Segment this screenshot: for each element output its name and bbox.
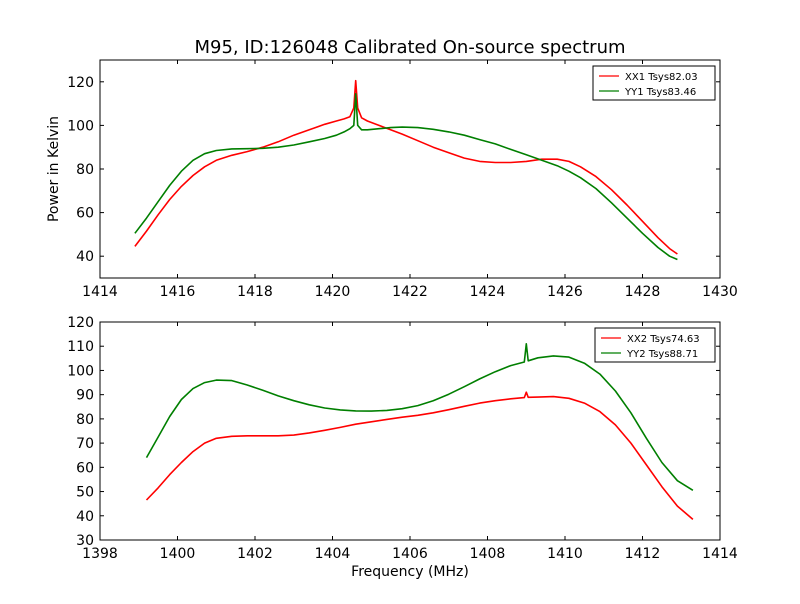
top-subplot: 1414 1416 1418 1420 1422 1424 1426 1428 1430 40 60… bbox=[46, 59, 738, 300]
legend-box bbox=[592, 65, 716, 101]
y-tick-label: 50 bbox=[76, 485, 94, 501]
series-line-yy1 bbox=[134, 93, 678, 261]
legend: XX1 Tsys82.03 YY1 Tsys83.46 bbox=[592, 65, 716, 101]
y-tick-label: 60 bbox=[76, 460, 94, 476]
x-tick-label: 1400 bbox=[160, 546, 196, 562]
legend: XX2 Tsys74.63 YY2 Tsys88.71 bbox=[594, 327, 716, 363]
x-tick-label: 1414 bbox=[82, 284, 118, 300]
y-tick-label: 80 bbox=[76, 162, 94, 178]
x-tick-label: 1406 bbox=[392, 546, 428, 562]
x-tick-label: 1424 bbox=[470, 284, 506, 300]
chart-title: M95, ID:126048 Calibrated On-source spec… bbox=[194, 37, 625, 58]
x-tick-label: 1412 bbox=[625, 546, 661, 562]
y-axis-label: Power in Kelvin bbox=[46, 116, 62, 222]
series-line-yy2 bbox=[145, 342, 694, 491]
x-tick-label: 1398 bbox=[82, 546, 118, 562]
x-tick-label: 1420 bbox=[315, 284, 351, 300]
y-tick-label: 110 bbox=[67, 339, 94, 355]
x-tick-label: 1422 bbox=[392, 284, 428, 300]
y-tick-label: 100 bbox=[67, 118, 94, 134]
y-tick-label: 70 bbox=[76, 436, 94, 452]
legend-box bbox=[594, 327, 716, 363]
legend-entry: XX2 Tsys74.63 bbox=[627, 334, 700, 345]
y-tick-label: 120 bbox=[67, 315, 94, 331]
x-tick-label: 1428 bbox=[625, 284, 661, 300]
series-line-xx1 bbox=[134, 79, 678, 255]
x-tick-label: 1402 bbox=[237, 546, 273, 562]
y-tick-label: 60 bbox=[76, 206, 94, 222]
y-tick-label: 40 bbox=[76, 249, 94, 265]
x-tick-label: 1408 bbox=[470, 546, 506, 562]
x-tick-label: 1404 bbox=[315, 546, 351, 562]
x-tick-label: 1416 bbox=[160, 284, 196, 300]
x-axis-label: Frequency (MHz) bbox=[351, 564, 469, 580]
y-tick-label: 40 bbox=[76, 509, 94, 525]
x-tick-label: 1426 bbox=[547, 284, 583, 300]
y-tick-label: 80 bbox=[76, 412, 94, 428]
legend-entry: XX1 Tsys82.03 bbox=[625, 72, 698, 83]
series-line-xx2 bbox=[145, 391, 694, 521]
y-tick-label: 100 bbox=[67, 363, 94, 379]
y-tick-label: 120 bbox=[67, 75, 94, 91]
bottom-subplot: 1398 1400 1402 1404 1406 1408 1410 1412 1414 30 40… bbox=[67, 315, 738, 580]
x-tick-label: 1410 bbox=[547, 546, 583, 562]
x-tick-label: 1430 bbox=[702, 284, 738, 300]
x-tick-label: 1418 bbox=[237, 284, 273, 300]
legend-entry: YY1 Tsys83.46 bbox=[624, 87, 696, 98]
legend-entry: YY2 Tsys88.71 bbox=[626, 349, 698, 360]
y-tick-label: 30 bbox=[76, 533, 94, 549]
y-tick-label: 90 bbox=[76, 388, 94, 404]
x-tick-label: 1414 bbox=[702, 546, 738, 562]
